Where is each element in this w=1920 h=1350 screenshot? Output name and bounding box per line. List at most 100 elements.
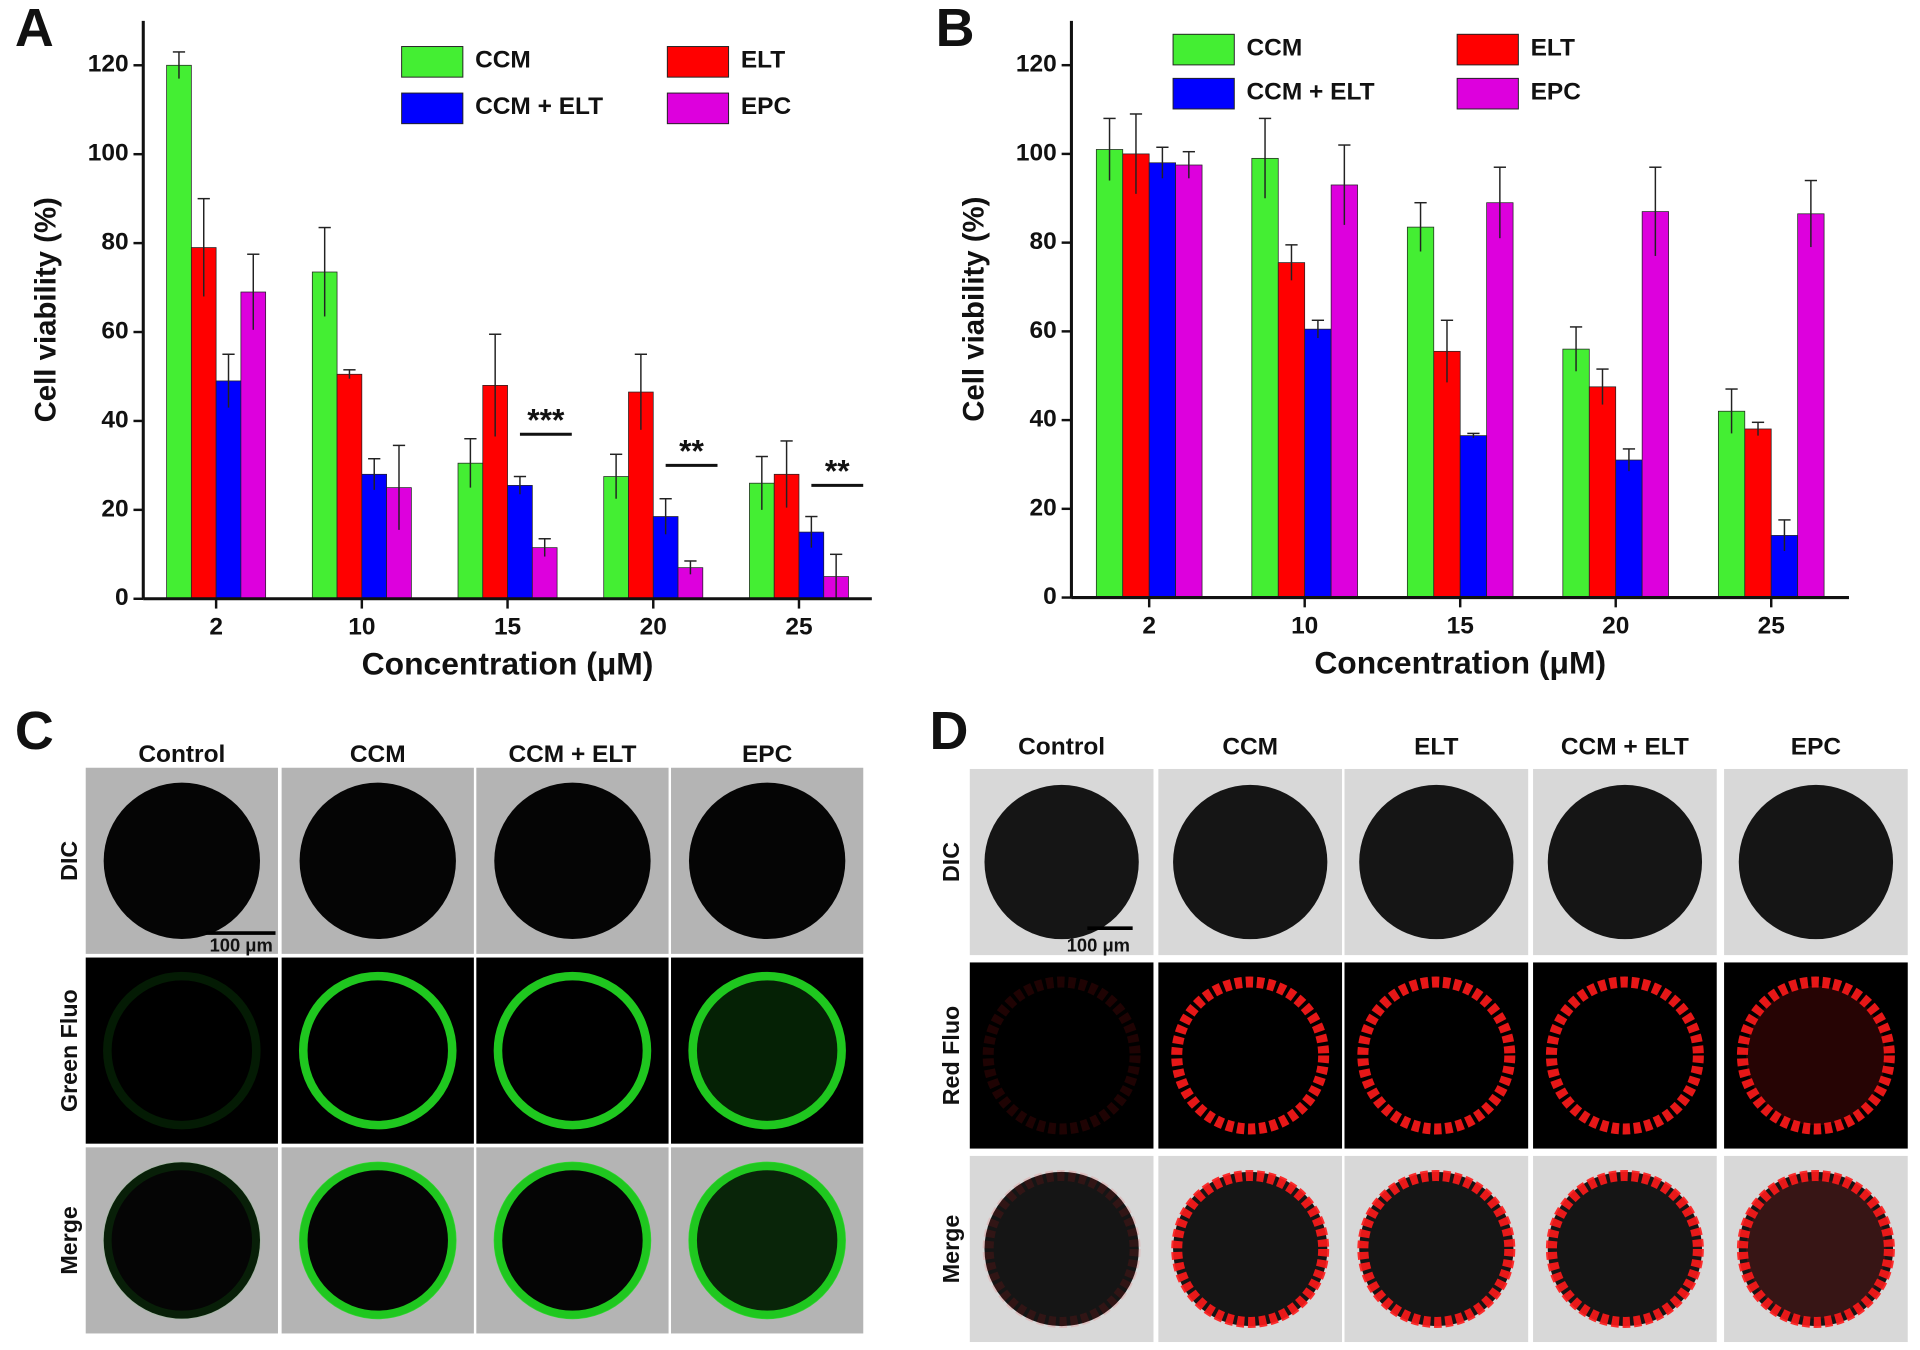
scale-bar-label: 100 μm: [210, 934, 273, 955]
significance-label: **: [679, 433, 704, 469]
spheroid: [1738, 784, 1894, 940]
x-tick-label: 25: [1758, 612, 1785, 639]
spheroid: [1359, 784, 1514, 940]
fluorescence-ring: [103, 1161, 261, 1320]
legend-swatch: [1172, 77, 1235, 110]
row-label: Merge: [56, 1206, 82, 1275]
image-cell: [1724, 1155, 1908, 1343]
fluorescence-fill: [1746, 985, 1886, 1126]
image-cell: [281, 957, 474, 1144]
spheroid: [103, 782, 261, 939]
bar: [1251, 157, 1279, 598]
image-background: [1724, 962, 1908, 1149]
bar: [1330, 184, 1358, 598]
y-tick-label: 40: [101, 406, 128, 433]
spheroid: [1738, 1171, 1894, 1327]
bar: [1175, 164, 1203, 598]
row-label: DIC: [938, 842, 964, 882]
column-header: CCM + ELT: [508, 741, 636, 768]
legend-swatch: [666, 46, 730, 78]
error-bar: [1725, 388, 1738, 434]
bar-chart: B 0 20 40 60 80 100 120 2 10 15 20 25 Concentration (…: [936, 0, 1849, 680]
column-header: Control: [1018, 734, 1105, 761]
error-bar: [538, 538, 551, 557]
error-bar: [1649, 166, 1662, 256]
y-tick-label: 80: [101, 229, 128, 256]
image-cell: [281, 1147, 474, 1334]
bar: [1433, 350, 1461, 598]
bar: [1277, 262, 1306, 598]
bar: [361, 473, 387, 600]
error-bar: [1804, 179, 1818, 248]
image-cell: [1344, 1155, 1529, 1343]
fluorescence-ring: [688, 1161, 846, 1320]
bar: [336, 373, 363, 600]
fluorescence-ring: [103, 971, 261, 1130]
image-cell: [671, 957, 864, 1144]
significance-label: **: [825, 453, 850, 489]
error-bar: [1493, 166, 1506, 239]
row-label: Green Fluo: [56, 989, 82, 1112]
error-bar: [1103, 117, 1116, 181]
fluorescence-fill: [696, 979, 838, 1122]
row-label: Merge: [938, 1215, 964, 1284]
legend-label: CCM: [475, 47, 531, 74]
bar: [507, 485, 533, 600]
image-cell: [1158, 962, 1343, 1149]
panel-label: D: [930, 701, 969, 761]
image-cell: [281, 767, 474, 954]
legend-label: EPC: [1531, 79, 1581, 106]
image-background: [1533, 962, 1717, 1149]
legend-swatch: [401, 92, 464, 125]
spheroid: [1547, 784, 1703, 940]
x-tick-label: 10: [348, 614, 375, 641]
column-header: EPC: [1791, 734, 1841, 761]
image-background: [476, 957, 669, 1144]
fluorescence-ring: [982, 976, 1141, 1135]
x-tick-label: 15: [494, 614, 521, 641]
legend-label: ELT: [1531, 34, 1575, 61]
bar: [240, 291, 267, 600]
error-bar: [659, 498, 672, 535]
image-cell: [476, 957, 669, 1144]
error-bar: [489, 333, 502, 437]
fluorescence-fill: [696, 1169, 838, 1312]
column-header: EPC: [742, 741, 792, 768]
image-cell: [85, 1147, 278, 1334]
fluorescence-ring: [493, 1161, 652, 1320]
y-tick-label: 0: [1043, 583, 1057, 610]
fluorescence-fill: [1746, 1179, 1886, 1319]
bar: [1744, 428, 1772, 598]
error-bar: [1596, 368, 1609, 405]
bar: [1717, 410, 1746, 598]
spheroid: [299, 782, 456, 939]
scale-bar-label: 100 μm: [1067, 934, 1130, 955]
y-tick-label: 20: [101, 495, 128, 522]
fluorescence-ring: [982, 1170, 1141, 1328]
image-cell: [476, 767, 669, 954]
y-tick-label: 40: [1030, 406, 1057, 433]
error-bar: [684, 560, 697, 575]
column-header: CCM: [350, 741, 406, 768]
legend-swatch: [401, 46, 464, 78]
error-bar: [1751, 421, 1765, 436]
x-tick-label: 20: [1602, 612, 1629, 639]
panel-label: B: [936, 0, 975, 58]
error-bar: [755, 455, 768, 510]
y-tick-label: 60: [1030, 317, 1057, 344]
y-tick-label: 0: [115, 584, 129, 611]
significance-label: ***: [527, 401, 565, 437]
spheroid: [984, 1171, 1139, 1327]
image-cell: [1724, 768, 1908, 956]
error-bar: [1414, 201, 1427, 252]
column-header: Control: [138, 741, 225, 768]
y-tick-label: 120: [88, 51, 129, 78]
bar: [1562, 348, 1590, 598]
error-bar: [780, 440, 793, 508]
spheroid: [299, 1162, 456, 1319]
legend-label: CCM + ELT: [475, 93, 603, 120]
bar: [190, 247, 217, 600]
bar: [1459, 435, 1488, 598]
error-bar: [1156, 146, 1169, 179]
